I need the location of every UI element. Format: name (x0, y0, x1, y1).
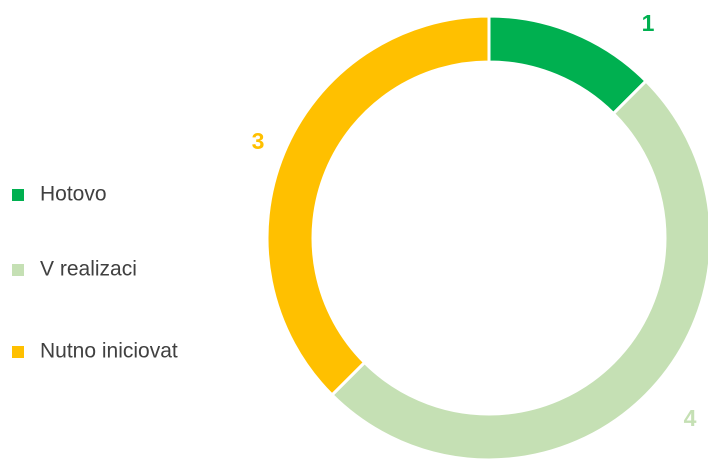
data-label: 1 (642, 10, 655, 36)
legend-swatch (12, 189, 24, 201)
donut-segment (487, 14, 649, 116)
legend-swatch (12, 346, 24, 358)
donut-segment (265, 14, 491, 398)
legend-swatch (12, 264, 24, 276)
data-label: 4 (684, 405, 697, 431)
donut-segment (329, 78, 708, 460)
data-label: 3 (252, 128, 265, 154)
legend-text: V realizaci (40, 258, 137, 281)
legend-text: Nutno iniciovat (40, 340, 178, 363)
legend-text: Hotovo (40, 183, 107, 206)
